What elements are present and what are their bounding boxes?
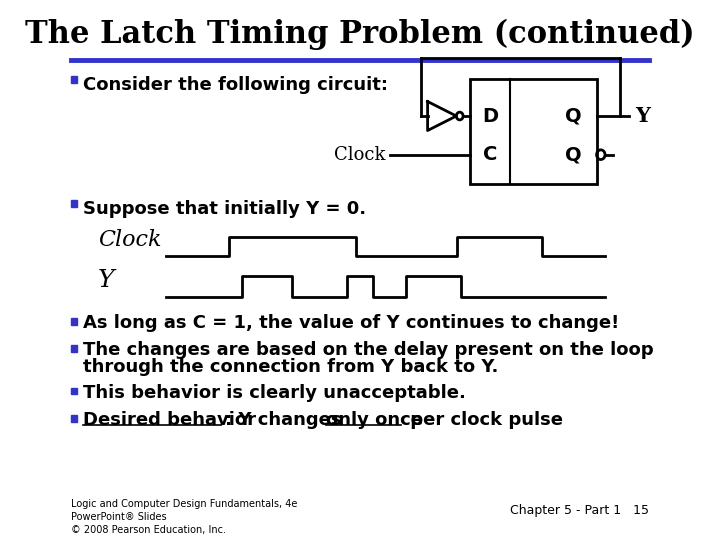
Text: The changes are based on the delay present on the loop: The changes are based on the delay prese… (83, 341, 654, 359)
Text: Q: Q (564, 145, 581, 164)
Text: As long as C = 1, the value of Y continues to change!: As long as C = 1, the value of Y continu… (83, 314, 619, 332)
Text: Consider the following circuit:: Consider the following circuit: (83, 76, 388, 94)
Text: Clock: Clock (98, 229, 161, 251)
Text: per clock pulse: per clock pulse (404, 410, 563, 429)
Text: only once: only once (326, 410, 423, 429)
Text: Suppose that initially Y = 0.: Suppose that initially Y = 0. (83, 200, 366, 218)
Bar (71, 388, 77, 394)
Bar (470, 79, 597, 184)
Text: through the connection from Y back to Y.: through the connection from Y back to Y. (83, 359, 498, 376)
Text: This behavior is clearly unacceptable.: This behavior is clearly unacceptable. (83, 383, 466, 402)
Text: D: D (482, 106, 498, 125)
Bar (71, 200, 77, 207)
Text: The Latch Timing Problem (continued): The Latch Timing Problem (continued) (25, 19, 695, 50)
Text: C: C (483, 145, 498, 164)
Text: Logic and Computer Design Fundamentals, 4e
PowerPoint® Slides
© 2008 Pearson Edu: Logic and Computer Design Fundamentals, … (71, 499, 297, 535)
Bar (71, 345, 77, 352)
Text: Y: Y (636, 106, 650, 126)
Text: Desired behavior: Desired behavior (83, 410, 256, 429)
Text: Q: Q (564, 106, 581, 125)
Bar (71, 318, 77, 325)
Text: Y: Y (98, 269, 114, 292)
Bar (71, 76, 77, 83)
Text: Clock: Clock (334, 146, 385, 164)
Text: Chapter 5 - Part 1   15: Chapter 5 - Part 1 15 (510, 504, 649, 517)
Bar (71, 415, 77, 422)
Text: : Y changes: : Y changes (225, 410, 348, 429)
